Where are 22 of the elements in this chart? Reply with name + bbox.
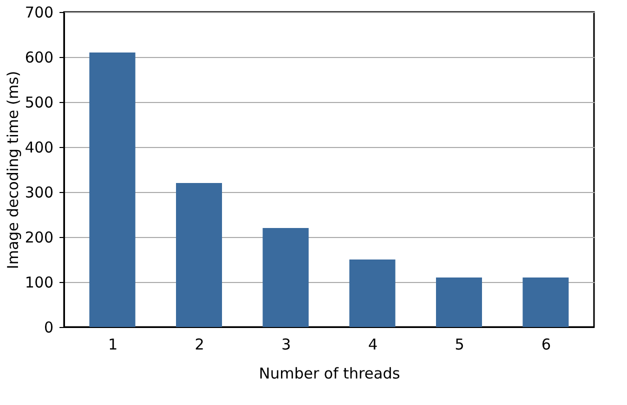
y-tick-label: 300 [24, 184, 54, 202]
y-tick-label: 700 [24, 4, 54, 22]
y-tick-label: 0 [44, 318, 54, 336]
bar [436, 278, 482, 327]
y-tick-label: 100 [24, 274, 54, 292]
y-tick-label: 400 [24, 138, 54, 156]
y-tick-label: 500 [24, 94, 54, 112]
bar [349, 260, 396, 327]
y-tick-label: 600 [24, 48, 54, 66]
bar [176, 183, 222, 327]
bar [522, 278, 569, 327]
x-tick-label: 1 [108, 336, 118, 354]
x-tick-label: 6 [541, 336, 551, 354]
bar [89, 52, 136, 327]
x-tick-label: 5 [454, 336, 464, 354]
bar [262, 228, 309, 327]
x-tick-label: 4 [368, 336, 378, 354]
x-tick-label: 2 [194, 336, 204, 354]
y-tick-label: 200 [24, 228, 54, 246]
y-axis-title: Image decoding time (ms) [4, 70, 22, 270]
x-axis-title: Number of threads [258, 364, 400, 382]
x-tick-label: 3 [281, 336, 291, 354]
